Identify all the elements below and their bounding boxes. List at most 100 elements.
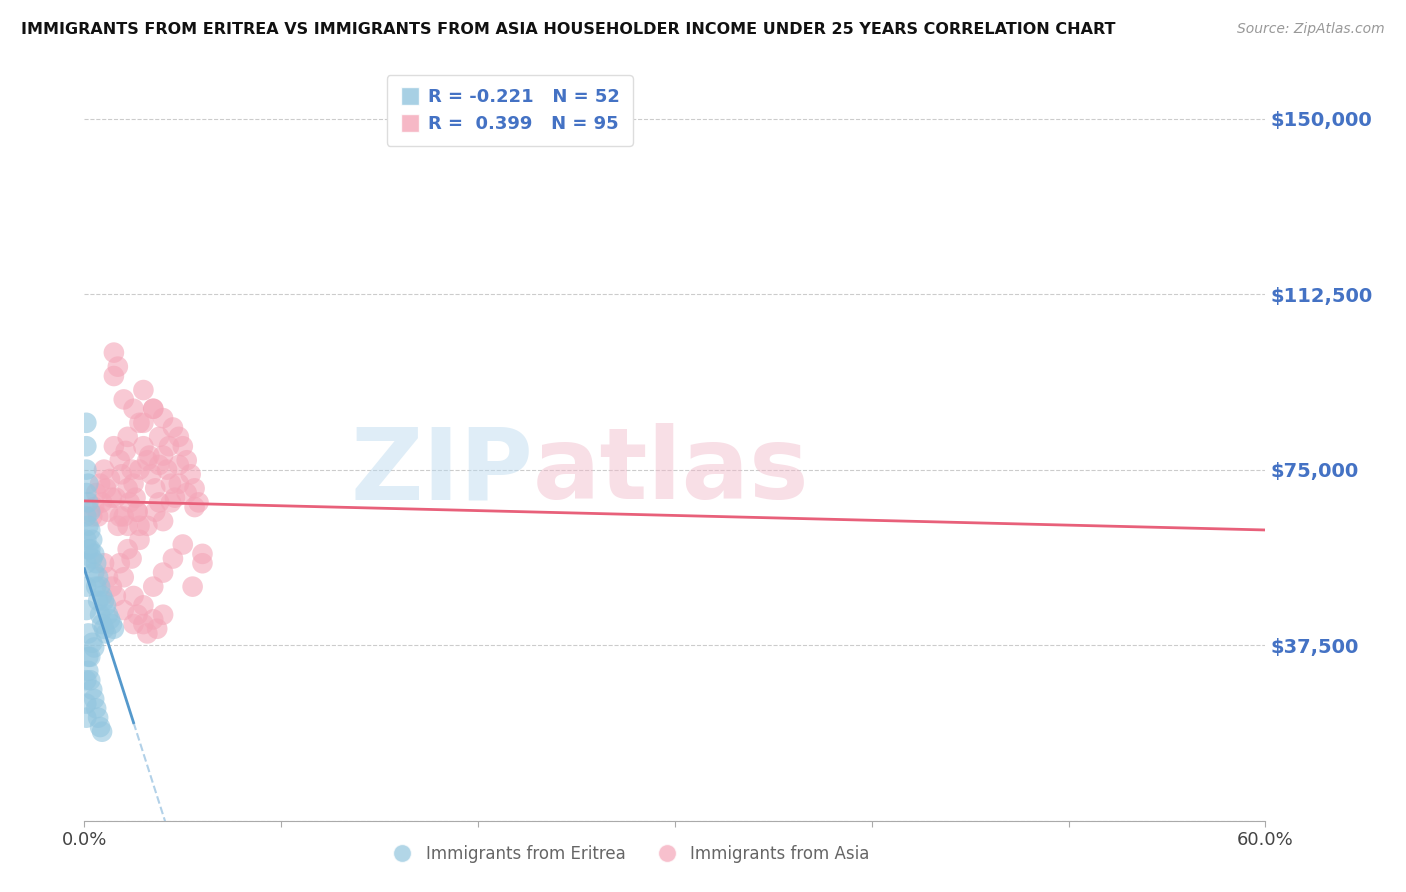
Point [77, 542, 100, 557]
Point [121, 551, 143, 566]
Point [87, 509, 110, 524]
Point [108, 509, 131, 524]
Point [146, 622, 169, 636]
Point [83, 566, 105, 580]
Point [82, 682, 104, 697]
Point [124, 491, 146, 505]
Point [108, 453, 131, 467]
Point [141, 467, 163, 482]
Point [91, 617, 114, 632]
Point [79, 649, 101, 664]
Point [77, 495, 100, 509]
Point [138, 449, 160, 463]
Point [183, 481, 205, 495]
Point [75, 416, 97, 430]
Point [143, 505, 166, 519]
Point [103, 439, 125, 453]
Point [75, 462, 97, 476]
Point [191, 547, 214, 561]
Point [75, 556, 97, 570]
Point [111, 467, 134, 482]
Point [132, 599, 155, 613]
Point [148, 495, 170, 509]
Point [121, 462, 143, 476]
Point [167, 458, 190, 472]
Point [87, 711, 110, 725]
Point [82, 636, 104, 650]
Point [93, 556, 115, 570]
Point [136, 626, 159, 640]
Point [152, 514, 174, 528]
Point [75, 603, 97, 617]
Point [91, 724, 114, 739]
Point [91, 495, 114, 509]
Point [132, 416, 155, 430]
Point [94, 626, 117, 640]
Point [142, 401, 165, 416]
Point [187, 495, 209, 509]
Point [162, 420, 184, 434]
Point [101, 491, 124, 505]
Point [136, 453, 159, 467]
Text: IMMIGRANTS FROM ERITREA VS IMMIGRANTS FROM ASIA HOUSEHOLDER INCOME UNDER 25 YEAR: IMMIGRANTS FROM ERITREA VS IMMIGRANTS FR… [21, 22, 1115, 37]
Point [75, 697, 97, 711]
Point [142, 580, 165, 594]
Point [112, 509, 135, 524]
Point [103, 369, 125, 384]
Point [98, 612, 121, 626]
Point [103, 345, 125, 359]
Point [94, 599, 117, 613]
Point [89, 476, 111, 491]
Point [122, 476, 145, 491]
Point [94, 481, 117, 495]
Point [91, 589, 114, 603]
Point [75, 439, 97, 453]
Point [82, 509, 104, 524]
Point [97, 607, 120, 622]
Point [152, 449, 174, 463]
Point [75, 509, 97, 524]
Point [117, 481, 139, 495]
Point [176, 453, 198, 467]
Text: ZIP: ZIP [350, 424, 533, 520]
Point [127, 505, 149, 519]
Point [97, 570, 120, 584]
Point [160, 495, 183, 509]
Point [127, 607, 149, 622]
Point [112, 603, 135, 617]
Point [87, 570, 110, 584]
Point [117, 518, 139, 533]
Point [117, 542, 139, 557]
Point [183, 500, 205, 514]
Point [122, 401, 145, 416]
Point [136, 518, 159, 533]
Point [118, 495, 141, 509]
Point [75, 533, 97, 547]
Point [79, 673, 101, 688]
Point [160, 476, 183, 491]
Point [157, 439, 180, 453]
Point [172, 537, 194, 551]
Point [82, 551, 104, 566]
Point [93, 593, 115, 607]
Point [142, 401, 165, 416]
Point [172, 439, 194, 453]
Point [112, 570, 135, 584]
Point [83, 547, 105, 561]
Point [75, 711, 97, 725]
Text: Source: ZipAtlas.com: Source: ZipAtlas.com [1237, 22, 1385, 37]
Point [167, 430, 190, 444]
Point [148, 458, 170, 472]
Point [101, 617, 124, 632]
Point [89, 720, 111, 734]
Point [75, 580, 97, 594]
Point [82, 533, 104, 547]
Point [84, 580, 107, 594]
Point [89, 580, 111, 594]
Point [152, 566, 174, 580]
Point [89, 607, 111, 622]
Point [79, 505, 101, 519]
Point [98, 472, 121, 486]
Point [127, 505, 149, 519]
Point [93, 622, 115, 636]
